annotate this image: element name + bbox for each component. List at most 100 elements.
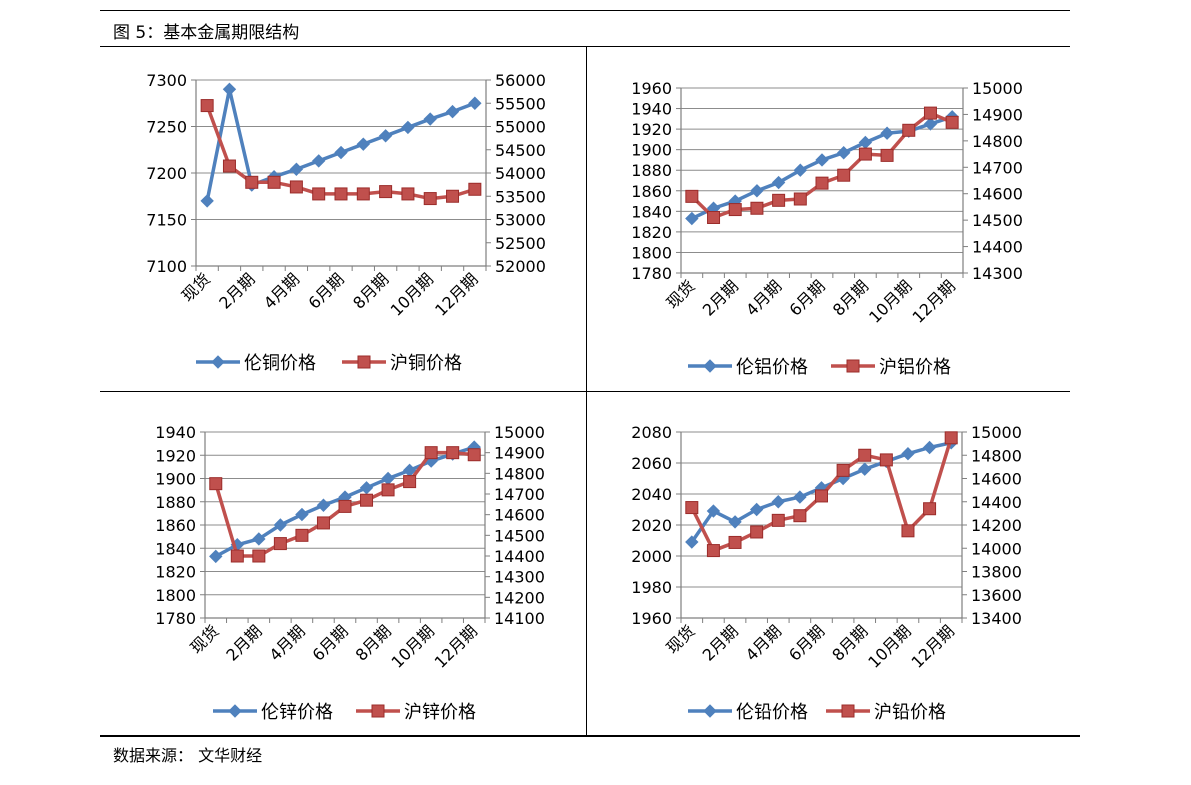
data-point <box>880 148 894 162</box>
data-point <box>880 126 894 140</box>
legend-swatch-marker <box>703 704 717 718</box>
title-rule <box>100 46 1070 47</box>
right-axis-tick-label: 14400 <box>972 238 1023 257</box>
right-axis-tick-label: 14200 <box>971 516 1022 535</box>
data-point <box>446 446 460 460</box>
data-point <box>222 82 237 97</box>
data-point <box>944 431 958 445</box>
data-source: 数据来源： 文华财经 <box>113 746 263 765</box>
left-axis-tick-label: 1840 <box>155 539 196 558</box>
data-point <box>685 211 699 226</box>
data-point <box>771 495 785 509</box>
data-point <box>858 462 872 476</box>
data-point <box>356 137 371 151</box>
data-point <box>289 162 304 176</box>
left-axis-tick-label: 2060 <box>631 454 672 473</box>
data-point <box>222 159 236 173</box>
data-point <box>728 203 742 217</box>
data-point <box>316 516 330 530</box>
right-axis-tick-label: 14900 <box>494 444 545 463</box>
left-axis-tick-label: 1920 <box>155 446 196 465</box>
legend-swatch-marker <box>228 704 242 718</box>
data-point <box>423 192 437 206</box>
legend-label: 伦铜价格 <box>244 353 316 374</box>
data-point <box>923 117 938 131</box>
left-axis-tick-label: 1900 <box>631 141 672 160</box>
data-point <box>252 532 266 546</box>
x-axis-tick-label: 10月期 <box>864 621 914 671</box>
data-point <box>771 513 785 527</box>
right-axis-tick-label: 14200 <box>494 588 545 607</box>
right-axis-tick-label: 52000 <box>495 257 546 276</box>
data-point <box>685 535 699 549</box>
left-axis-tick-label: 7200 <box>146 164 187 183</box>
data-point <box>245 175 259 189</box>
data-point <box>837 168 851 182</box>
legend-swatch-marker <box>841 704 855 718</box>
data-point <box>424 446 438 460</box>
data-point <box>707 211 721 224</box>
left-axis-tick-label: 2040 <box>631 485 672 504</box>
left-axis-tick-label: 1860 <box>155 516 196 535</box>
right-axis-tick-label: 14400 <box>971 493 1022 512</box>
right-axis-tick-label: 14700 <box>972 158 1023 177</box>
data-point <box>289 180 303 194</box>
data-point <box>923 502 937 516</box>
left-axis-tick-label: 1940 <box>155 423 196 442</box>
panel-divider-horizontal <box>100 391 1070 392</box>
legend-swatch-marker <box>846 359 860 373</box>
left-axis-tick-label: 1960 <box>631 609 672 628</box>
legend-label: 沪铜价格 <box>390 353 462 374</box>
data-point <box>311 154 326 168</box>
left-axis-tick-label: 1940 <box>631 100 672 119</box>
data-point <box>879 453 893 467</box>
left-axis-tick-label: 1880 <box>631 161 672 180</box>
data-point <box>423 112 437 126</box>
left-axis-tick-label: 7250 <box>146 118 187 137</box>
left-axis-tick-label: 1840 <box>631 202 672 221</box>
right-axis-tick-label: 14900 <box>972 105 1023 124</box>
right-axis-tick-label: 52500 <box>495 234 546 253</box>
right-axis-tick-label: 53500 <box>495 187 546 206</box>
data-point <box>728 535 742 549</box>
left-axis-tick-label: 2000 <box>631 547 672 566</box>
left-axis-tick-label: 1860 <box>631 182 672 201</box>
left-axis-tick-label: 1980 <box>631 578 672 597</box>
left-axis-tick-label: 7100 <box>146 257 187 276</box>
data-point <box>467 448 481 462</box>
data-point <box>316 498 331 512</box>
right-axis-tick-label: 14800 <box>972 132 1023 151</box>
data-point <box>334 145 348 160</box>
data-point <box>273 537 287 551</box>
right-axis-tick-label: 14500 <box>972 211 1023 230</box>
data-point <box>381 483 395 497</box>
left-axis-tick-label: 1780 <box>155 609 196 628</box>
data-point <box>446 189 460 203</box>
data-point <box>749 502 764 517</box>
data-point <box>728 515 742 529</box>
legend-label: 伦铝价格 <box>736 357 808 378</box>
right-axis-tick-label: 14600 <box>972 185 1023 204</box>
legend-swatch-marker <box>703 359 717 373</box>
data-point <box>771 175 786 190</box>
data-point <box>858 147 872 161</box>
x-axis-tick-label: 12月期 <box>908 621 958 671</box>
data-point <box>706 504 721 518</box>
data-point <box>793 509 807 523</box>
data-point <box>922 440 937 455</box>
data-point <box>468 182 482 196</box>
data-point <box>200 194 214 208</box>
data-point <box>356 187 370 201</box>
data-point <box>401 120 415 135</box>
legend-label: 沪锌价格 <box>404 702 476 723</box>
data-point <box>793 192 807 206</box>
right-axis-tick-label: 14800 <box>494 464 545 483</box>
right-axis-tick-label: 14800 <box>971 446 1022 465</box>
data-point <box>772 193 786 207</box>
legend-label: 沪铅价格 <box>874 702 946 723</box>
legend-swatch-marker <box>371 704 385 718</box>
data-point <box>793 490 807 504</box>
